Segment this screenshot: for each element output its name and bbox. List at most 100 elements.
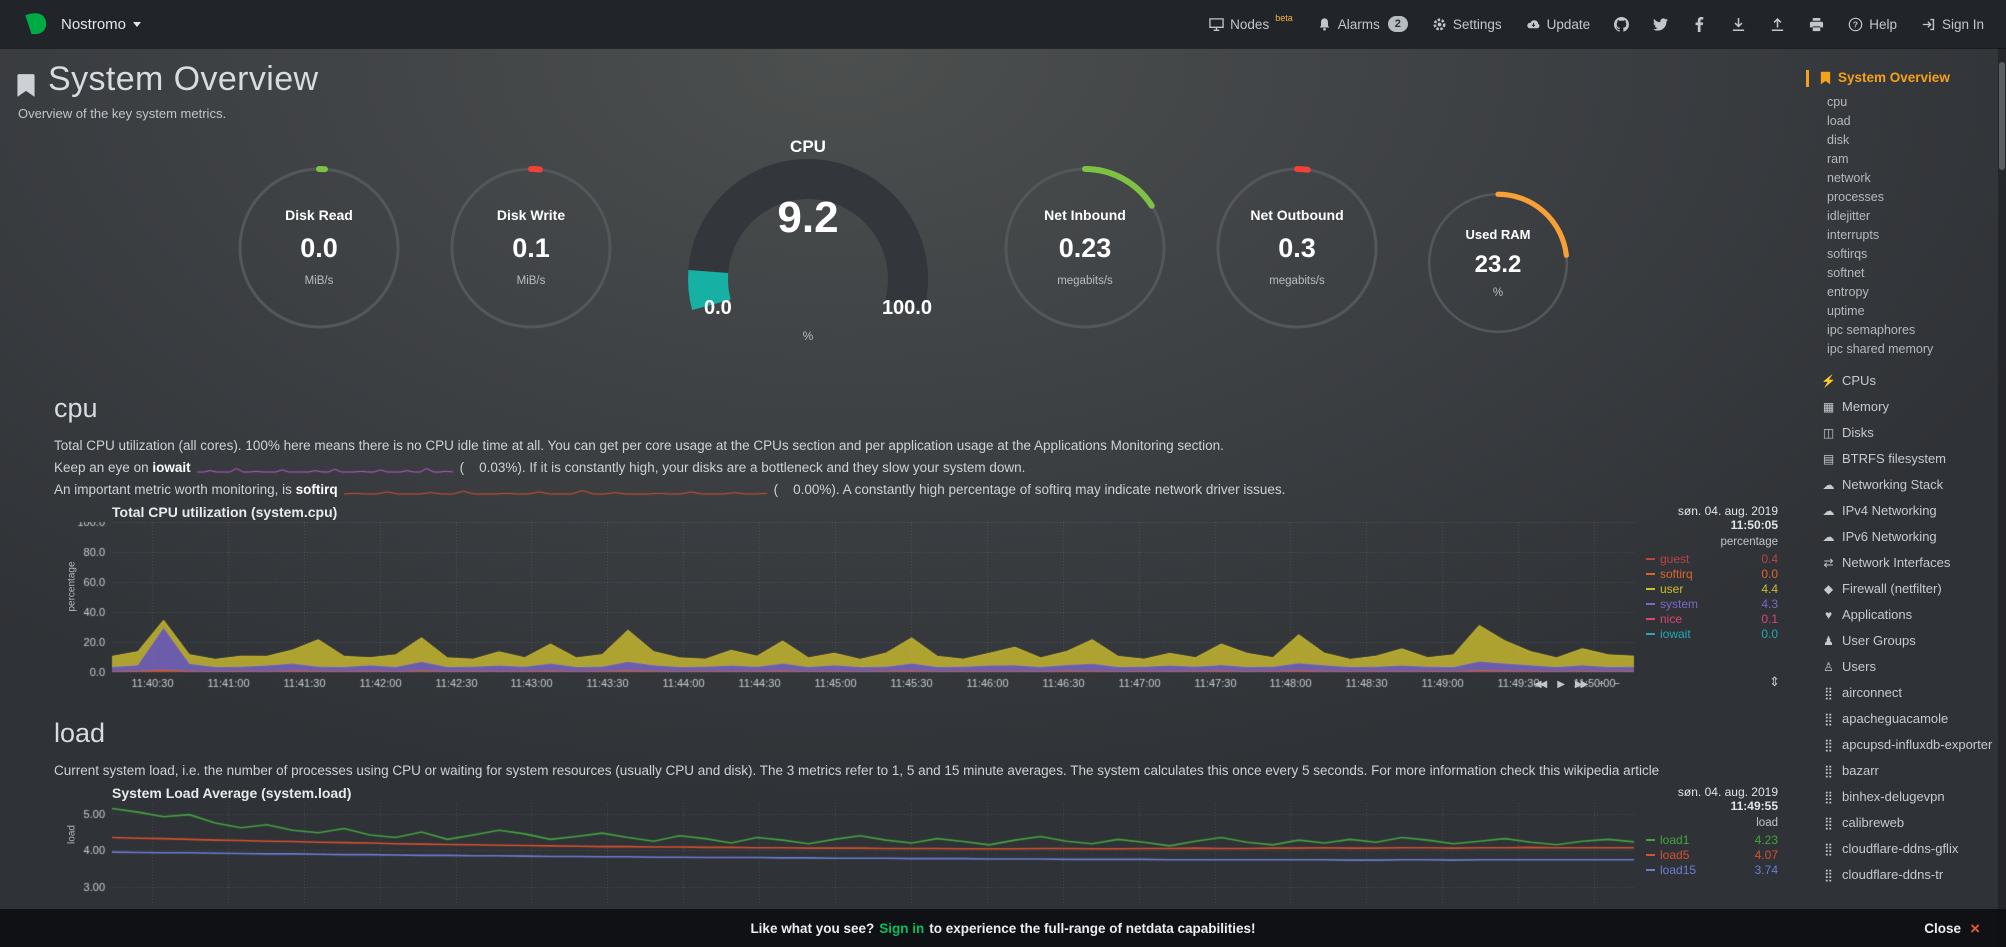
settings-button[interactable]: Settings xyxy=(1432,17,1502,32)
zoom-in-icon[interactable]: + xyxy=(1598,679,1604,690)
sidebar-item-firewall[interactable]: ◆ Firewall (netfilter) xyxy=(1820,576,1994,602)
import-button[interactable] xyxy=(1770,17,1785,32)
chart-resize-icon[interactable]: ⇕ xyxy=(1769,674,1780,689)
sidebar-subitem[interactable]: load xyxy=(1827,114,1851,128)
sidebar-item-network-interfaces[interactable]: ⇄ Network Interfaces xyxy=(1820,550,1994,576)
sidebar-item-airconnect[interactable]: ⣿ airconnect xyxy=(1820,680,1994,706)
pan-backward-icon[interactable]: ◀◀ xyxy=(1533,679,1547,690)
iowait-sparkline[interactable] xyxy=(195,462,454,474)
legend-swatch-icon xyxy=(1646,868,1655,871)
download-icon xyxy=(1733,17,1745,31)
softirq-description: An important metric worth monitoring, is… xyxy=(54,482,1286,497)
sidebar-item-users[interactable]: ♙ Users xyxy=(1820,654,1994,680)
net-outbound-gauge[interactable]: Net Outbound 0.3 megabits/s xyxy=(1212,163,1382,333)
chart-title: Total CPU utilization (system.cpu) xyxy=(112,504,338,520)
twitter-icon xyxy=(1653,17,1669,31)
sidebar-subitem[interactable]: processes xyxy=(1827,190,1884,204)
print-button[interactable] xyxy=(1809,17,1824,32)
sidebar-subitem[interactable]: ipc semaphores xyxy=(1827,323,1916,337)
sidebar-item-cloudflare-ddns-gflix[interactable]: ⣿ cloudflare-ddns-gflix xyxy=(1820,836,1994,862)
signin-button[interactable]: Sign In xyxy=(1921,17,1984,32)
load-description: Current system load, i.e. the number of … xyxy=(54,763,1660,778)
help-button[interactable]: ? Help xyxy=(1848,17,1897,32)
sidebar-subitem[interactable]: uptime xyxy=(1827,304,1865,318)
netdata-logo-icon[interactable] xyxy=(22,11,49,38)
play-icon[interactable]: ▶ xyxy=(1557,679,1565,690)
banner-signin-link[interactable]: Sign in xyxy=(879,920,925,936)
sidebar-item-applications[interactable]: ♥ Applications xyxy=(1820,602,1994,628)
hostname-dropdown[interactable]: Nostromo xyxy=(61,16,142,33)
disk-read-gauge[interactable]: Disk Read 0.0 MiB/s xyxy=(234,163,404,333)
sidebar: System Overview cpu load disk ram network pro… xyxy=(1806,48,1998,947)
y-axis-label: percentage xyxy=(66,561,78,612)
sidebar-item-networking-stack[interactable]: ☁ Networking Stack xyxy=(1820,472,1994,498)
cpu-utilization-chart: Total CPU utilization (system.cpu) søn. … xyxy=(54,504,1790,694)
sidebar-item-disks[interactable]: ◫ Disks xyxy=(1820,420,1994,446)
sidebar-item-cloudflare-ddns-tr[interactable]: ⣿ cloudflare-ddns-tr xyxy=(1820,862,1994,888)
sidebar-subitem[interactable]: cpu xyxy=(1827,95,1848,109)
cpu-gauge[interactable]: CPU 9.2 0.0 100.0 % xyxy=(688,137,932,343)
sidebar-subitem[interactable]: disk xyxy=(1827,133,1850,147)
load-chart-canvas[interactable] xyxy=(54,803,1640,909)
sidebar-item-system-overview[interactable]: System Overview xyxy=(1806,70,1994,87)
legend-item[interactable]: guest 0.4 xyxy=(1646,551,1778,566)
sidebar-subitem[interactable]: ipc shared memory xyxy=(1827,342,1934,356)
nodes-button[interactable]: Nodes beta xyxy=(1209,13,1293,32)
heartbeat-icon: ♥ xyxy=(1824,608,1833,622)
sidebar-subitem[interactable]: entropy xyxy=(1827,285,1869,299)
sidebar-item-cpus[interactable]: ⚡ CPUs xyxy=(1820,368,1994,394)
upload-icon xyxy=(1772,17,1784,31)
sidebar-subitem[interactable]: idlejitter xyxy=(1827,209,1871,223)
legend-item[interactable]: load1 4.23 xyxy=(1646,832,1778,847)
sidebar-item-btrfs-filesystem[interactable]: ▤ BTRFS filesystem xyxy=(1820,446,1994,472)
sidebar-subitem[interactable]: interrupts xyxy=(1827,228,1880,242)
grid-icon: ⣿ xyxy=(1824,868,1833,882)
user-icon: ♙ xyxy=(1823,660,1834,674)
banner-close-button[interactable]: Close × xyxy=(1924,918,1980,938)
page-scrollbar[interactable] xyxy=(1998,48,2006,947)
sidebar-item-ipv6-networking[interactable]: ☁ IPv6 Networking xyxy=(1820,524,1994,550)
legend-item[interactable]: iowait 0.0 xyxy=(1646,626,1778,641)
sidebar-item-user-groups[interactable]: ♟ User Groups xyxy=(1820,628,1994,654)
legend-item[interactable]: nice 0.1 xyxy=(1646,611,1778,626)
github-icon xyxy=(1614,16,1630,32)
legend-item[interactable]: load5 4.07 xyxy=(1646,847,1778,862)
monitor-icon xyxy=(1209,17,1224,31)
sidebar-subitem[interactable]: network xyxy=(1827,171,1871,185)
zoom-out-icon[interactable]: − xyxy=(1614,679,1620,690)
sidebar-item-ipv4-networking[interactable]: ☁ IPv4 Networking xyxy=(1820,498,1994,524)
used-ram-gauge[interactable]: Used RAM 23.2 % xyxy=(1424,189,1572,337)
sidebar-item-calibreweb[interactable]: ⣿ calibreweb xyxy=(1820,810,1994,836)
sidebar-subitem[interactable]: ram xyxy=(1827,152,1849,166)
sidebar-item-apacheguacamole[interactable]: ⣿ apacheguacamole xyxy=(1820,706,1994,732)
sidebar-item-memory[interactable]: ▦ Memory xyxy=(1820,394,1994,420)
legend-item[interactable]: system 4.3 xyxy=(1646,596,1778,611)
sidebar-subitem[interactable]: softnet xyxy=(1827,266,1865,280)
softirq-sparkline[interactable] xyxy=(342,484,768,496)
cloud-icon: ☁ xyxy=(1822,504,1835,518)
alarms-button[interactable]: Alarms 2 xyxy=(1317,16,1408,32)
facebook-icon xyxy=(1695,16,1704,32)
grid-icon: ⣿ xyxy=(1824,738,1833,752)
legend-item[interactable]: user 4.4 xyxy=(1646,581,1778,596)
sidebar-subitem[interactable]: softirqs xyxy=(1827,247,1868,261)
export-button[interactable] xyxy=(1731,17,1746,32)
disk-write-gauge[interactable]: Disk Write 0.1 MiB/s xyxy=(446,163,616,333)
legend-swatch-icon xyxy=(1646,602,1655,605)
cpu-chart-canvas[interactable] xyxy=(54,522,1640,694)
sidebar-item-apcupsd-influxdb-exporter[interactable]: ⣿ apcupsd-influxdb-exporter xyxy=(1820,732,1994,758)
scrollbar-thumb[interactable] xyxy=(1999,62,2005,170)
github-link[interactable] xyxy=(1614,16,1630,32)
pan-forward-icon[interactable]: ▶▶ xyxy=(1574,679,1588,690)
twitter-link[interactable] xyxy=(1653,17,1669,32)
net-inbound-gauge[interactable]: Net Inbound 0.23 megabits/s xyxy=(1000,163,1170,333)
facebook-link[interactable] xyxy=(1692,16,1707,32)
sidebar-item-binhex-delugevpn[interactable]: ⣿ binhex-delugevpn xyxy=(1820,784,1994,810)
legend-units: percentage xyxy=(1720,536,1778,548)
legend-item[interactable]: softirq 0.0 xyxy=(1646,566,1778,581)
legend-item[interactable]: load15 3.74 xyxy=(1646,862,1778,877)
section-load-heading: load xyxy=(54,718,106,748)
update-button[interactable]: Update xyxy=(1526,17,1590,32)
sidebar-item-bazarr[interactable]: ⣿ bazarr xyxy=(1820,758,1994,784)
page-subtitle: Overview of the key system metrics. xyxy=(18,106,227,121)
